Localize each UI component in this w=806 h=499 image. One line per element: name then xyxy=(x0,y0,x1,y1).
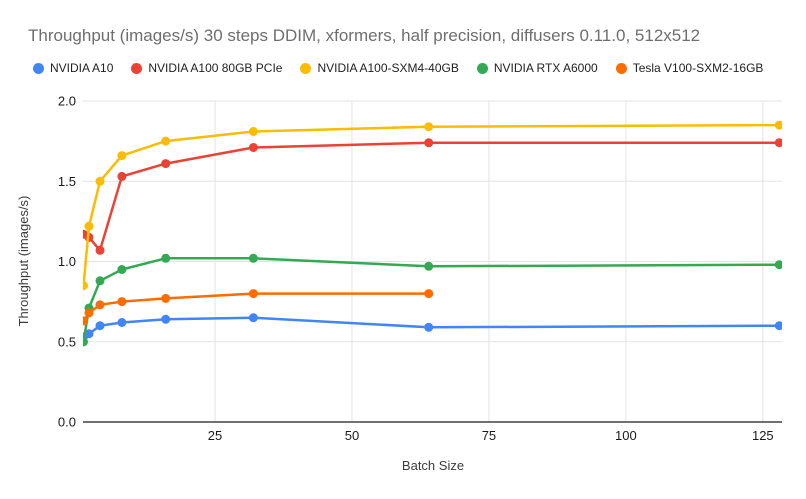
data-point xyxy=(84,308,94,318)
legend: NVIDIA A10 NVIDIA A100 80GB PCIe NVIDIA A1… xyxy=(33,61,763,75)
data-point xyxy=(161,136,171,146)
series-4 xyxy=(83,289,434,326)
legend-item-4: Tesla V100-SXM2-16GB xyxy=(615,61,764,75)
x-tick-label: 100 xyxy=(615,428,637,443)
data-point xyxy=(95,321,105,331)
data-point xyxy=(774,321,782,331)
data-point xyxy=(424,138,434,148)
data-point xyxy=(117,171,127,181)
series-line xyxy=(83,141,781,252)
data-point xyxy=(774,138,782,148)
legend-marker-icon xyxy=(476,62,488,74)
legend-label: NVIDIA A100 80GB PCIe xyxy=(148,61,283,75)
data-point xyxy=(424,261,434,271)
data-point xyxy=(248,253,258,263)
axis-tick-labels: 0.0 0.5 1.0 1.5 2.0 25 50 75 100 125 xyxy=(58,94,774,444)
x-tick-label: 75 xyxy=(482,428,496,443)
series-2 xyxy=(83,120,782,291)
data-series xyxy=(83,120,782,347)
chart-title: Throughput (images/s) 30 steps DDIM, xfo… xyxy=(28,26,701,45)
data-point xyxy=(83,337,88,347)
legend-label: NVIDIA RTX A6000 xyxy=(493,61,598,75)
series-0 xyxy=(83,313,782,342)
data-point xyxy=(248,143,258,152)
legend-marker-icon xyxy=(300,62,312,74)
data-point xyxy=(161,253,171,263)
legend-item-0: NVIDIA A10 xyxy=(33,61,113,75)
data-point xyxy=(117,318,127,327)
data-point xyxy=(161,293,171,303)
legend-item-3: NVIDIA RTX A6000 xyxy=(476,61,598,75)
y-tick-label: 1.5 xyxy=(58,174,76,189)
data-point xyxy=(774,260,782,270)
y-tick-label: 2.0 xyxy=(58,94,76,109)
legend-label: NVIDIA A100-SXM4-40GB xyxy=(317,61,459,75)
y-tick-label: 0.0 xyxy=(58,415,76,430)
x-axis-title: Batch Size xyxy=(402,458,464,473)
legend-marker-icon xyxy=(33,62,44,74)
legend-label: Tesla V100-SXM2-16GB xyxy=(632,61,764,75)
data-point xyxy=(774,120,782,130)
series-3 xyxy=(83,253,782,347)
data-point xyxy=(161,314,171,324)
legend-item-1: NVIDIA A100 80GB PCIe xyxy=(131,61,282,75)
data-point xyxy=(95,300,105,310)
data-point xyxy=(248,313,258,323)
data-point xyxy=(83,316,88,326)
data-point xyxy=(424,322,434,332)
data-point xyxy=(117,265,127,274)
legend-label: NVIDIA A10 xyxy=(50,61,114,75)
data-point xyxy=(248,127,258,136)
x-tick-label: 125 xyxy=(752,428,774,443)
data-point xyxy=(424,289,434,299)
series-line xyxy=(83,257,781,344)
data-point xyxy=(117,151,127,161)
data-point xyxy=(95,245,105,255)
grid-lines xyxy=(83,100,782,423)
legend-marker-icon xyxy=(615,62,627,74)
x-tick-label: 50 xyxy=(345,428,359,443)
x-tick-label: 25 xyxy=(208,428,222,443)
data-point xyxy=(95,176,105,186)
series-1 xyxy=(83,138,782,255)
data-point xyxy=(117,297,127,307)
data-point xyxy=(424,122,434,132)
legend-item-2: NVIDIA A100-SXM4-40GB xyxy=(300,61,459,75)
data-point xyxy=(161,159,171,169)
data-point xyxy=(84,329,94,339)
data-point xyxy=(248,289,258,299)
data-point xyxy=(84,221,94,231)
data-point xyxy=(95,276,105,286)
data-point xyxy=(83,281,88,291)
series-line xyxy=(83,123,781,287)
y-axis-title: Throughput (images/s) xyxy=(16,196,31,327)
y-tick-label: 1.0 xyxy=(58,254,76,269)
y-tick-label: 0.5 xyxy=(58,334,76,349)
legend-marker-icon xyxy=(131,62,143,74)
